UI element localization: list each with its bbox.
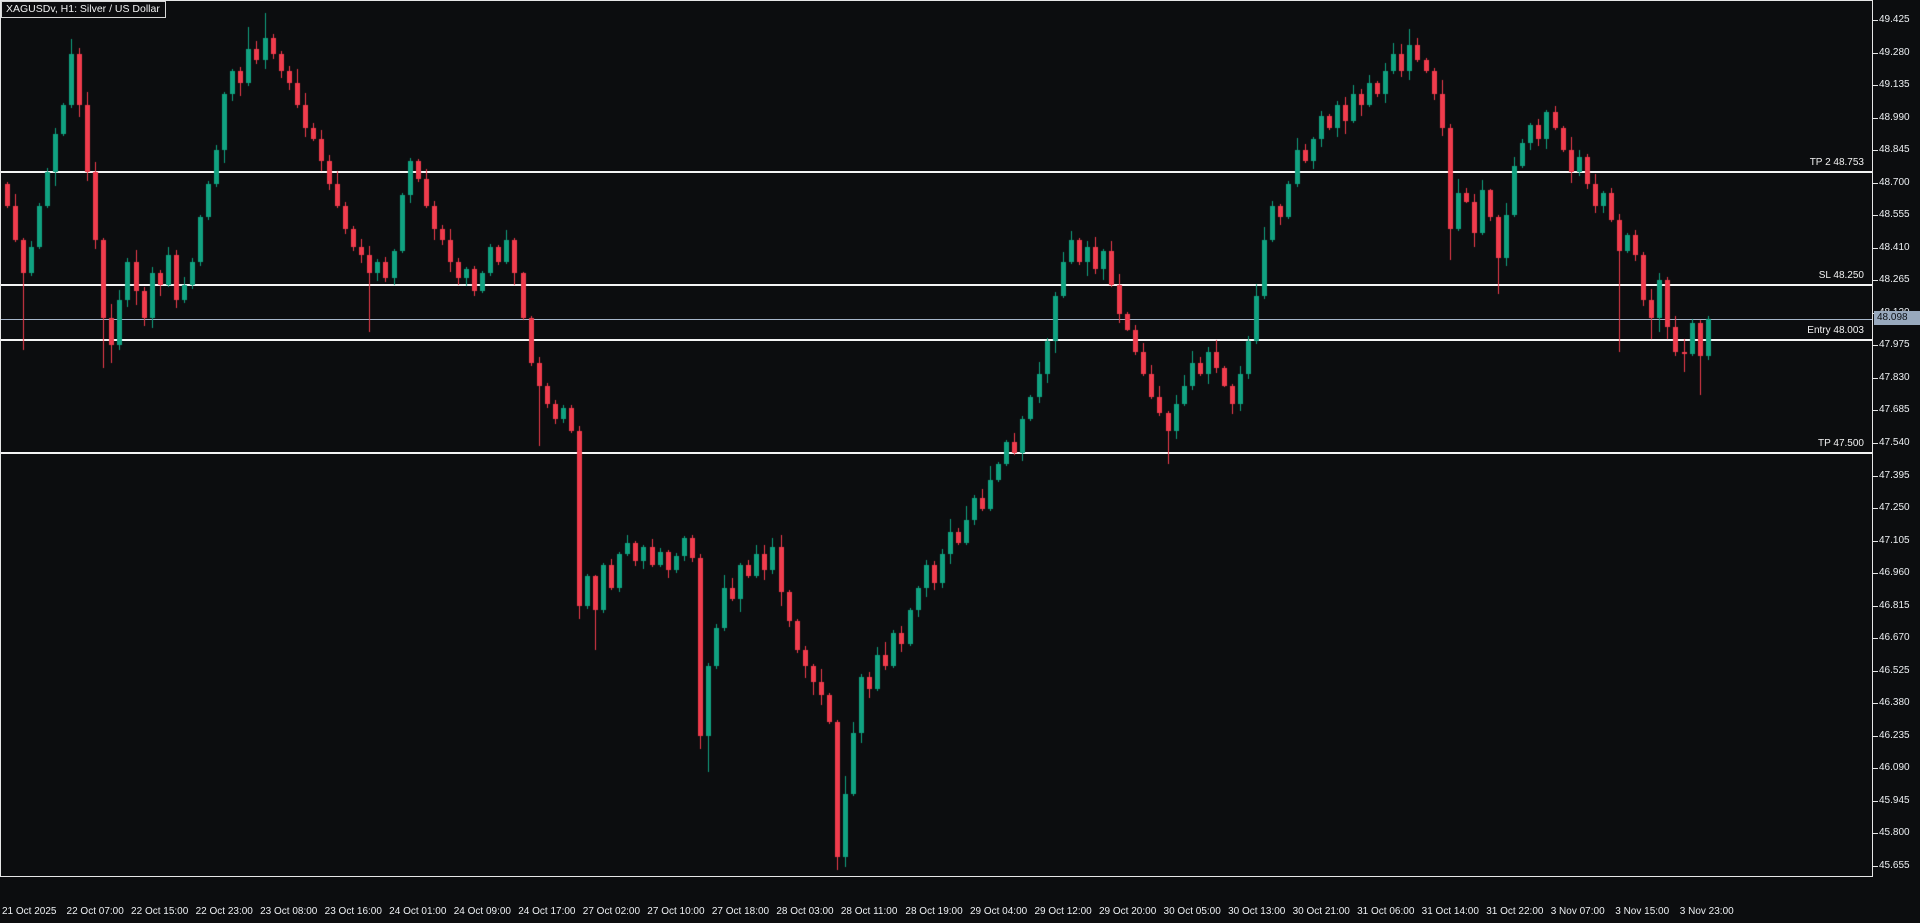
level-label-tp2: TP 2 48.753 (1809, 156, 1864, 168)
time-tick-label: 24 Oct 17:00 (518, 906, 576, 917)
price-tick-label: 47.830 (1873, 371, 1910, 383)
time-tick-label: 29 Oct 04:00 (969, 906, 1028, 917)
current-price-badge: 48.098 (1874, 311, 1920, 325)
time-tick-label: 27 Oct 18:00 (711, 906, 770, 917)
price-tick-label: 47.395 (1873, 469, 1910, 481)
level-label-sl: SL 48.250 (1818, 269, 1864, 281)
time-tick-label: 30 Oct 21:00 (1292, 906, 1350, 917)
time-tick-label: 24 Oct 01:00 (389, 906, 447, 917)
time-tick-label: 3 Nov 23:00 (1679, 906, 1734, 917)
chart-title-text: XAGUSDv, H1: Silver / US Dollar (6, 3, 160, 15)
price-tick-label: 46.815 (1873, 599, 1910, 611)
price-tick-label: 46.235 (1873, 729, 1910, 741)
price-tick-label: 47.975 (1873, 339, 1910, 351)
time-tick-label: 27 Oct 02:00 (582, 906, 641, 917)
time-tick-label: 3 Nov 07:00 (1550, 906, 1605, 917)
time-tick-label: 28 Oct 11:00 (840, 906, 898, 917)
price-tick-label: 46.670 (1873, 632, 1910, 644)
price-tick-label: 48.410 (1873, 241, 1910, 253)
price-axis[interactable]: 48.098 49.425 49.280 49.135 48.990 48.845 48.… (1873, 0, 1920, 877)
time-tick-label: 22 Oct 15:00 (131, 906, 189, 917)
time-tick-label: 23 Oct 16:00 (324, 906, 382, 917)
price-tick-label: 46.090 (1873, 762, 1910, 774)
time-tick-label: 28 Oct 19:00 (905, 906, 963, 917)
time-tick-label: 3 Nov 15:00 (1615, 906, 1670, 917)
plot-area[interactable]: XAGUSDv, H1: Silver / US Dollar TP 2 48.… (0, 0, 1873, 877)
time-tick-label: 29 Oct 12:00 (1034, 906, 1092, 917)
time-tick-label: 31 Oct 14:00 (1421, 906, 1479, 917)
price-tick-label: 48.990 (1873, 111, 1910, 123)
price-tick-label: 45.945 (1873, 794, 1910, 806)
price-tick-label: 45.800 (1873, 827, 1910, 839)
price-tick-label: 49.135 (1873, 79, 1910, 91)
price-tick-label: 47.540 (1873, 436, 1910, 448)
time-tick-label: 24 Oct 09:00 (453, 906, 511, 917)
time-tick-label: 31 Oct 22:00 (1486, 906, 1544, 917)
time-tick-label: 22 Oct 23:00 (195, 906, 253, 917)
level-label-tp1: TP 47.500 (1818, 437, 1864, 449)
price-tick-label: 46.960 (1873, 567, 1910, 579)
price-tick-label: 49.280 (1873, 46, 1910, 58)
time-tick-label: 22 Oct 07:00 (66, 906, 124, 917)
price-tick-label: 48.265 (1873, 274, 1910, 286)
candlestick-canvas[interactable] (1, 1, 1872, 876)
time-tick-label: 30 Oct 05:00 (1163, 906, 1221, 917)
time-tick-label: 30 Oct 13:00 (1228, 906, 1286, 917)
price-tick-label: 48.700 (1873, 176, 1910, 188)
price-tick-label: 46.380 (1873, 697, 1910, 709)
price-tick-label: 48.555 (1873, 209, 1910, 221)
time-tick-label: 23 Oct 08:00 (260, 906, 318, 917)
time-tick-label: 31 Oct 06:00 (1357, 906, 1415, 917)
price-tick-label: 45.655 (1873, 860, 1910, 872)
time-tick-label: 21 Oct 2025 (2, 906, 57, 917)
time-tick-label: 28 Oct 03:00 (776, 906, 834, 917)
price-tick-label: 47.250 (1873, 502, 1910, 514)
time-tick-label: 29 Oct 20:00 (1099, 906, 1157, 917)
chart-title: XAGUSDv, H1: Silver / US Dollar (1, 1, 166, 18)
price-tick-label: 47.105 (1873, 534, 1910, 546)
time-axis[interactable]: 21 Oct 2025 22 Oct 07:00 22 Oct 15:00 22 Oc… (0, 877, 1873, 923)
price-tick-label: 49.425 (1873, 13, 1910, 25)
price-tick-label: 47.685 (1873, 404, 1910, 416)
price-tick-label: 46.525 (1873, 664, 1910, 676)
price-tick-label: 48.845 (1873, 144, 1910, 156)
time-tick-label: 27 Oct 10:00 (647, 906, 705, 917)
level-label-entry: Entry 48.003 (1807, 325, 1864, 337)
